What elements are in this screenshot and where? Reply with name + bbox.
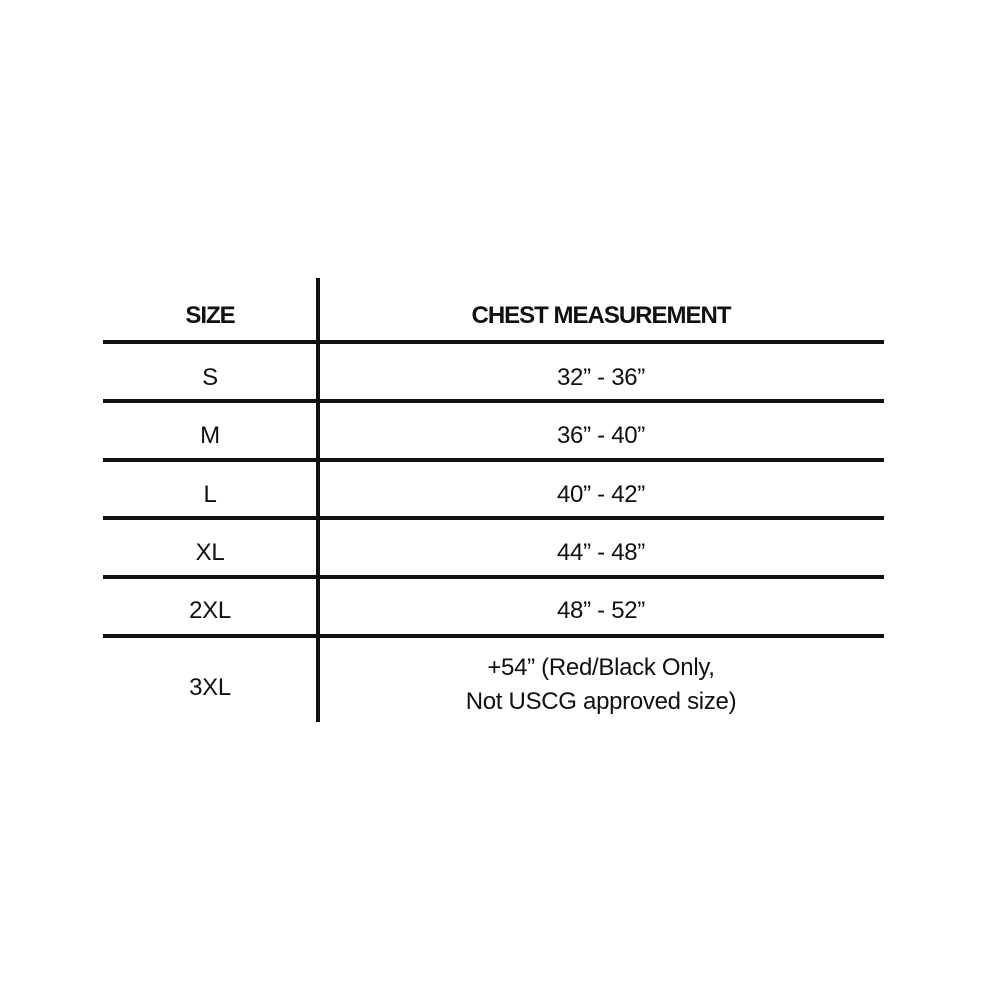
chest-cell: 44” - 48”: [556, 539, 645, 566]
row-divider: [103, 340, 884, 344]
chest-cell-line-2: Not USCG approved size): [465, 688, 737, 715]
row-divider: [103, 399, 884, 403]
row-divider: [103, 458, 884, 462]
row-divider: [103, 634, 884, 638]
size-cell: S: [202, 364, 218, 391]
chest-cell: 48” - 52”: [556, 597, 645, 624]
chest-cell: 40” - 42”: [556, 481, 645, 508]
size-cell: L: [203, 481, 217, 508]
size-cell: M: [200, 422, 220, 449]
size-cell: 3XL: [189, 674, 231, 701]
row-divider: [103, 516, 884, 520]
chest-cell-line-1: +54” (Red/Black Only,: [487, 654, 715, 681]
header-size: SIZE: [185, 302, 235, 329]
size-cell: 2XL: [189, 597, 231, 624]
size-cell: XL: [195, 539, 225, 566]
column-divider: [316, 278, 320, 722]
header-chest-measurement: CHEST MEASUREMENT: [471, 302, 731, 329]
chest-cell: 32” - 36”: [556, 364, 645, 391]
chest-cell: 36” - 40”: [556, 422, 645, 449]
row-divider: [103, 575, 884, 579]
